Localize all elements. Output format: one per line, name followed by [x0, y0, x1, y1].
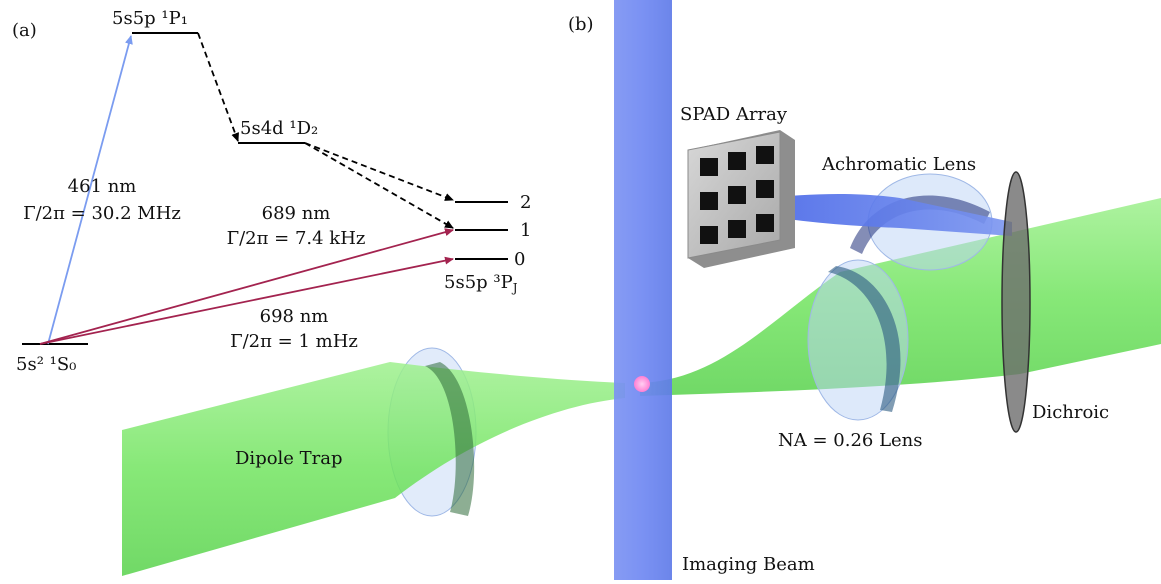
spad-array [687, 130, 795, 268]
spad-pixel [728, 220, 746, 238]
left-lens-rim [425, 362, 475, 516]
na-lens-label: NA = 0.26 Lens [778, 430, 923, 451]
dichroic-mirror [1001, 171, 1031, 433]
t689-linewidth: Γ/2π = 7.4 kHz [227, 228, 366, 249]
spad-pixel [700, 192, 718, 210]
achromatic-lens-label: Achromatic Lens [821, 154, 976, 175]
spad-pixel [756, 146, 774, 164]
atom-icon [634, 376, 650, 392]
t461-wavelength: 461 nm [68, 176, 137, 197]
level-1p1-label: 5s5p ¹P₁ [112, 8, 188, 29]
t698-linewidth: Γ/2π = 1 mHz [230, 331, 358, 352]
panel-a: (a) 5s5p ¹P₁ 5s4d ¹D₂ 5s² ¹S₀ 5s5p ³PJ 2… [12, 8, 531, 375]
transition-461-arrow [47, 35, 133, 345]
level-3pj-label: 5s5p ³PJ [444, 272, 518, 295]
spad-pixel [756, 180, 774, 198]
spad-pixel [756, 214, 774, 232]
dichroic-label: Dichroic [1032, 402, 1109, 423]
t698-wavelength: 698 nm [260, 306, 329, 327]
t689-wavelength: 689 nm [262, 203, 331, 224]
decay-1d2-3p2 [304, 142, 454, 201]
spad-pixel [700, 226, 718, 244]
imaging-beam-label: Imaging Beam [682, 554, 815, 575]
spad-pixel [728, 152, 746, 170]
dipole-trap-label: Dipole Trap [235, 448, 343, 469]
na-lens-rim [828, 266, 901, 412]
j2-label: 2 [520, 192, 531, 213]
panel-b: (b) [122, 0, 1161, 580]
imaging-beam [614, 0, 672, 580]
panel-a-label: (a) [12, 20, 37, 41]
spad-pixel [700, 158, 718, 176]
decay-1d2-3p1 [304, 142, 454, 229]
level-1d2-label: 5s4d ¹D₂ [240, 118, 318, 139]
decay-1p1-1d2 [197, 32, 239, 142]
j0-label: 0 [514, 249, 525, 270]
t461-linewidth: Γ/2π = 30.2 MHz [23, 203, 181, 224]
transition-698-arrow [39, 256, 454, 345]
spad-array-label: SPAD Array [680, 104, 788, 125]
fluorescence-cone [738, 194, 1012, 236]
level-1s0-label: 5s² ¹S₀ [16, 354, 76, 375]
dipole-beam-left [122, 362, 625, 576]
panel-b-label: (b) [568, 14, 594, 35]
j1-label: 1 [520, 220, 531, 241]
transition-689-arrow [39, 228, 454, 345]
spad-pixel [728, 186, 746, 204]
